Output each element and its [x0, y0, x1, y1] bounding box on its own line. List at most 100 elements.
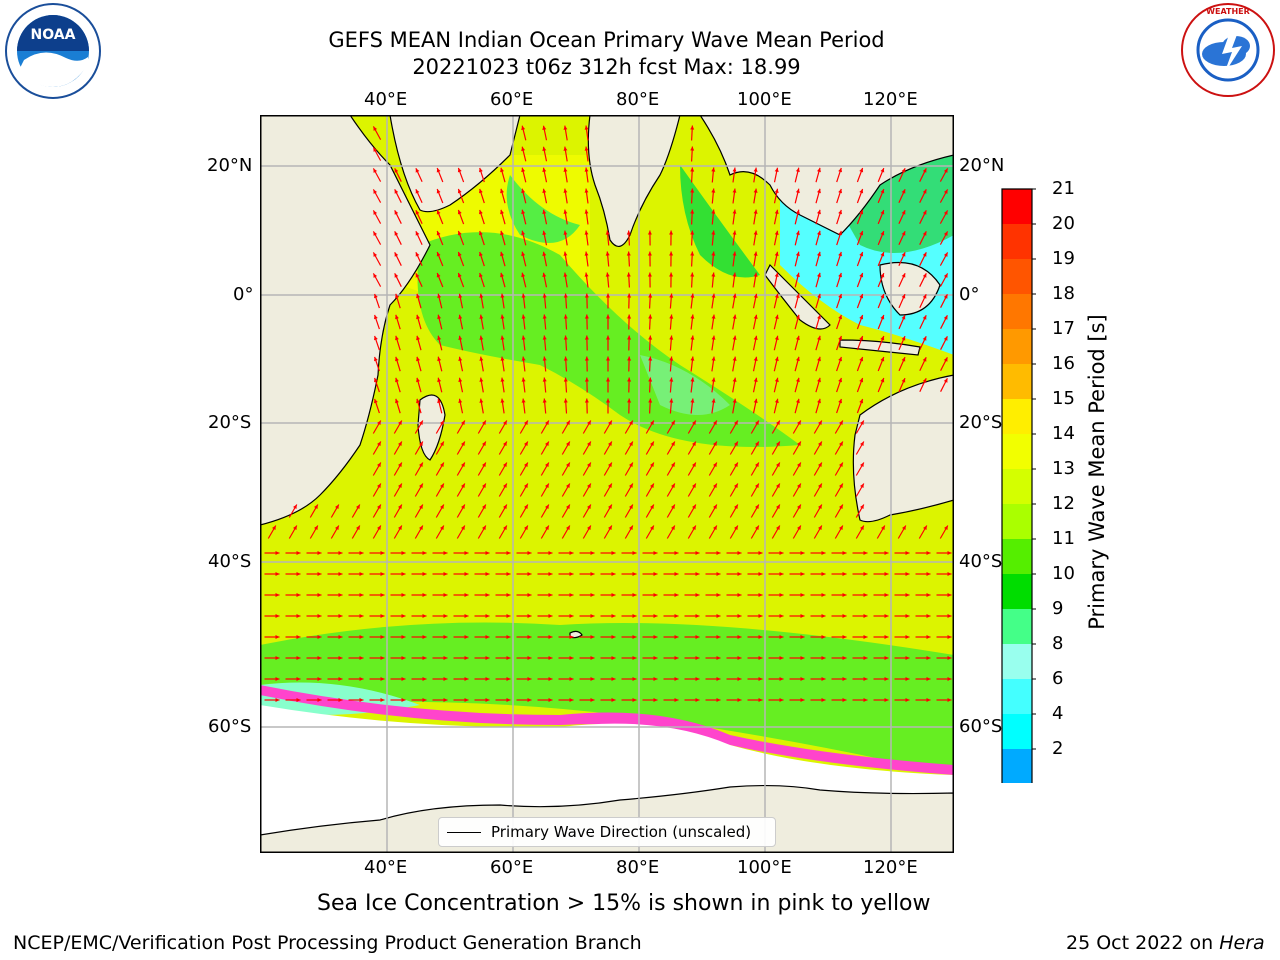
wave-arrow-head: [926, 656, 931, 660]
wave-arrow-head: [880, 231, 885, 236]
wave-arrow-head: [755, 525, 759, 530]
wave-arrow-head: [732, 398, 737, 403]
wave-arrow-head: [629, 483, 633, 488]
wave-arrow-head: [690, 356, 695, 361]
lon-label-top-80e: 80°E: [616, 89, 660, 110]
chart-title-line1: GEFS MEAN Indian Ocean Primary Wave Mean…: [328, 28, 885, 52]
wave-arrow-head: [880, 336, 885, 341]
wave-arrow-head: [611, 635, 616, 639]
wave-arrow-head: [821, 698, 826, 702]
colorbar-tick-label: 16: [1052, 353, 1075, 374]
wave-arrow-head: [524, 462, 528, 467]
wave-arrow-head: [548, 656, 553, 660]
wave-arrow-head: [401, 677, 406, 681]
wave-arrow-head: [947, 635, 952, 639]
wave-arrow-head: [338, 572, 343, 576]
wave-arrow-head: [566, 462, 570, 467]
wave-arrow-head: [713, 441, 717, 446]
wave-arrow-head: [380, 551, 385, 555]
lon-label-top-100e: 100°E: [737, 89, 792, 110]
wave-arrow-head: [842, 614, 847, 618]
wave-arrow-head: [734, 441, 738, 446]
wave-arrow-head: [437, 293, 442, 299]
wave-arrow-head: [394, 168, 399, 173]
wave-arrow-head: [380, 614, 385, 618]
lat-label-right-60s: 60°S: [959, 716, 1003, 737]
wave-arrow-head: [838, 230, 842, 236]
wave-arrow-head: [440, 525, 444, 530]
wave-arrow-head: [776, 483, 780, 488]
wave-arrow-head: [734, 462, 738, 467]
wave-arrow-head: [821, 635, 826, 639]
wave-arrow-head: [922, 273, 927, 278]
wave-arrow-head: [880, 168, 885, 173]
wave-arrow-head: [753, 314, 758, 319]
wave-arrow-head: [734, 525, 738, 530]
wave-arrow-head: [926, 572, 931, 576]
colorbar-band: [1002, 749, 1032, 783]
wave-arrow-head: [606, 314, 610, 319]
wave-arrow-head: [711, 167, 716, 172]
lat-label-left-40s: 40°S: [208, 551, 252, 572]
wave-arrow-head: [527, 614, 532, 618]
wave-arrow-head: [590, 677, 595, 681]
wave-arrow-head: [797, 441, 801, 446]
wave-arrow-head: [842, 572, 847, 576]
wave-arrow-head: [479, 251, 483, 257]
wave-arrow-head: [842, 656, 847, 660]
wave-arrow-head: [590, 551, 595, 555]
wave-arrow-head: [443, 614, 448, 618]
wave-arrow-head: [884, 635, 889, 639]
wave-arrow-head: [296, 614, 301, 618]
wave-arrow-head: [548, 572, 553, 576]
wave-arrow-head: [774, 398, 779, 404]
wave-arrow-head: [608, 483, 612, 488]
wave-arrow-head: [800, 677, 805, 681]
wave-arrow-head: [880, 315, 885, 320]
wave-arrow-head: [461, 525, 465, 530]
wave-arrow-head: [716, 593, 721, 597]
wave-arrow-head: [943, 231, 948, 236]
wave-arrow-head: [394, 231, 399, 236]
wave-arrow-head: [500, 209, 504, 215]
wave-arrow-head: [398, 525, 402, 530]
wave-arrow-head: [458, 293, 463, 298]
wave-arrow-head: [881, 525, 885, 530]
wave-arrow-head: [527, 698, 532, 702]
wave-arrow-head: [521, 188, 526, 194]
wave-arrow-head: [464, 698, 469, 702]
wave-arrow-head: [503, 483, 507, 488]
wave-arrow-head: [947, 677, 952, 681]
wave-arrow-head: [401, 593, 406, 597]
wave-arrow-head: [922, 252, 927, 257]
wave-arrow-head: [338, 698, 343, 702]
wave-arrow-head: [800, 614, 805, 618]
wave-arrow-head: [779, 677, 784, 681]
wave-arrow-head: [461, 483, 465, 488]
wave-arrow-head: [648, 314, 653, 319]
wave-arrow-head: [317, 677, 322, 681]
colorbar-band: [1002, 434, 1032, 469]
wave-arrow-head: [457, 167, 462, 173]
wave-arrow-head: [373, 210, 378, 215]
wave-arrow-head: [647, 230, 652, 235]
wave-arrow-head: [457, 251, 462, 257]
wave-arrow-head: [416, 293, 420, 299]
wave-arrow-head: [457, 209, 462, 215]
wave-arrow-head: [380, 572, 385, 576]
wave-arrow-head: [711, 377, 716, 382]
wave-arrow-head: [669, 356, 674, 361]
wave-arrow-head: [401, 551, 406, 555]
wave-arrow-head: [377, 441, 381, 446]
wave-arrow-head: [296, 656, 301, 660]
wave-arrow-head: [674, 593, 679, 597]
wave-arrow-head: [905, 677, 910, 681]
wave-arrow-head: [416, 314, 420, 320]
wave-arrow-head: [863, 677, 868, 681]
colorbar-tick-label: 10: [1052, 563, 1075, 584]
wave-arrow-head: [422, 593, 427, 597]
wave-arrow-head: [627, 293, 632, 298]
wave-arrow-head: [884, 551, 889, 555]
wave-arrow-head: [859, 168, 864, 173]
wave-arrow-head: [527, 551, 532, 555]
